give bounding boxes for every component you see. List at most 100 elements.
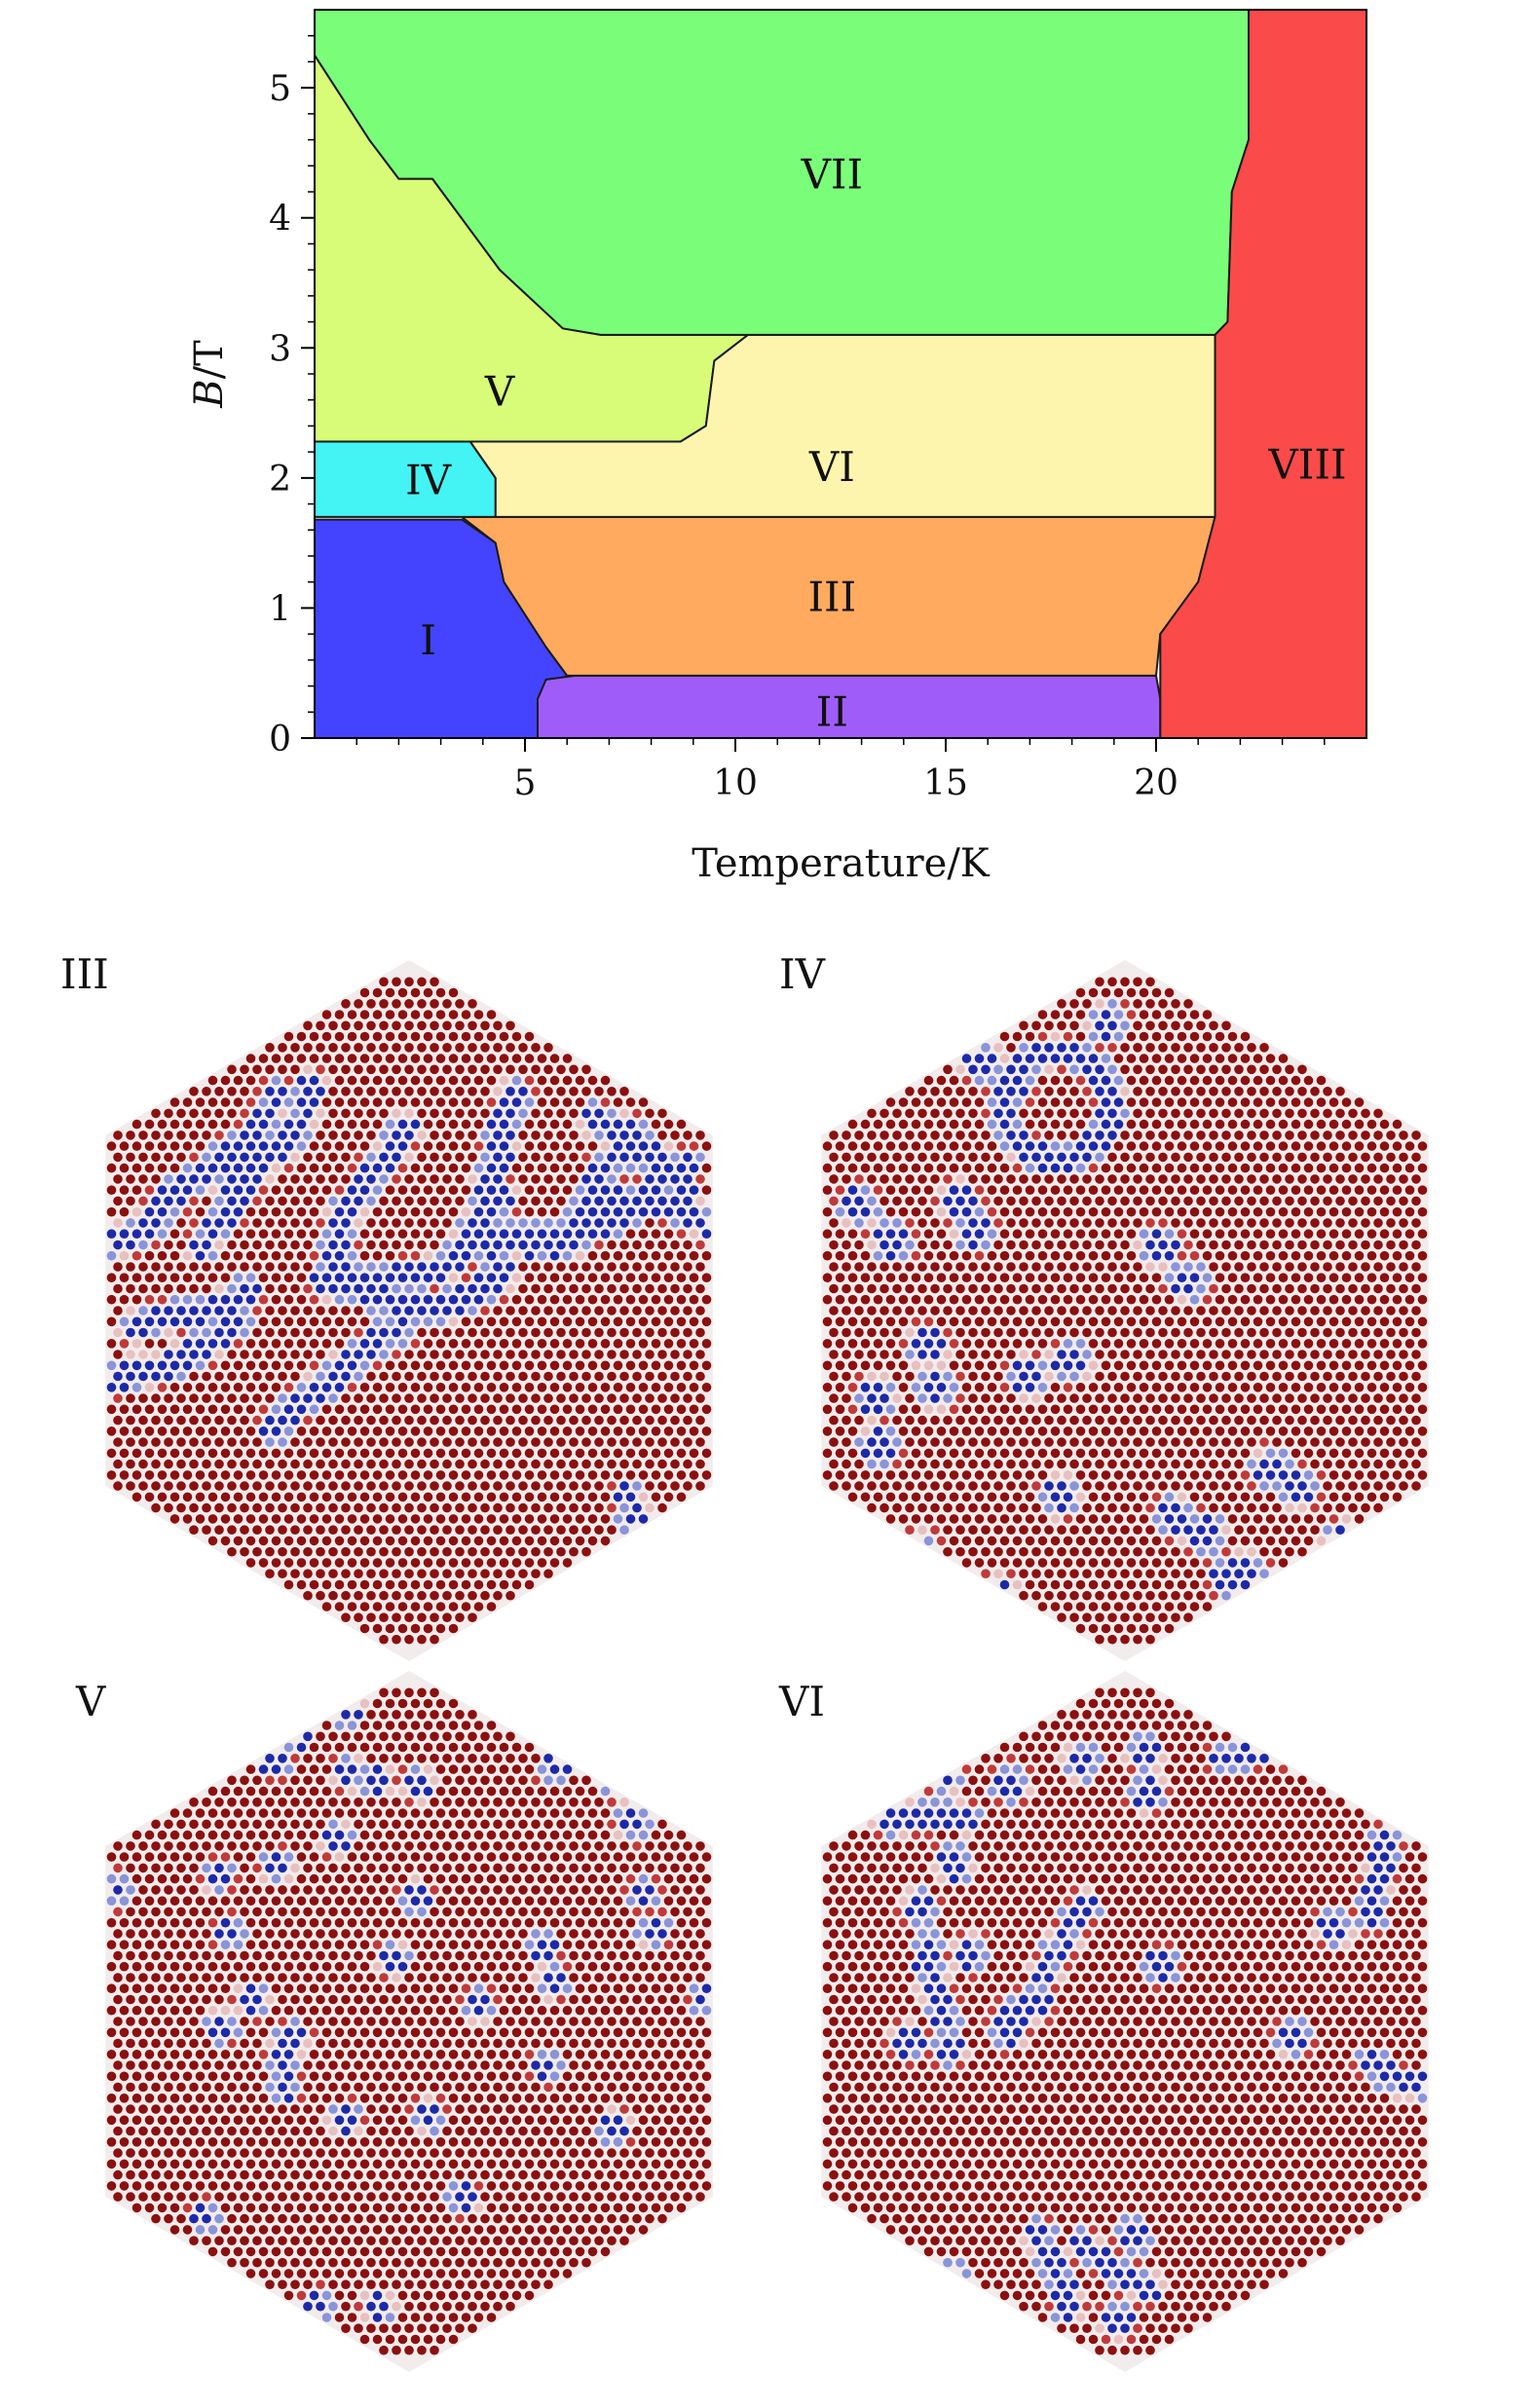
spin-site bbox=[949, 1119, 959, 1130]
spin-site bbox=[233, 1141, 243, 1151]
spin-site bbox=[1303, 1316, 1314, 1327]
spin-site bbox=[189, 1087, 199, 1096]
spin-site bbox=[366, 1819, 376, 1830]
spin-site bbox=[1095, 1152, 1104, 1163]
spin-site bbox=[518, 1525, 528, 1535]
spin-site bbox=[537, 1119, 547, 1130]
spin-site bbox=[581, 1546, 591, 1557]
spin-site bbox=[1126, 1602, 1137, 1612]
spin-site bbox=[663, 1141, 674, 1151]
spin-site bbox=[607, 1306, 617, 1315]
spin-site bbox=[144, 1119, 155, 1130]
spin-site bbox=[955, 1502, 965, 1513]
spin-site bbox=[1285, 1525, 1294, 1535]
spin-site bbox=[290, 1502, 300, 1513]
spin-site bbox=[1361, 1130, 1370, 1140]
spin-site bbox=[511, 1031, 522, 1042]
spin-site bbox=[354, 1393, 363, 1403]
spin-site bbox=[258, 1185, 269, 1195]
spin-site bbox=[663, 1492, 674, 1502]
spin-site bbox=[448, 1602, 459, 1612]
spin-site bbox=[1265, 1294, 1276, 1305]
spin-site bbox=[309, 1492, 319, 1502]
spin-site bbox=[587, 1316, 598, 1327]
spin-site bbox=[379, 1327, 389, 1338]
spin-site bbox=[676, 1470, 687, 1480]
spin-site bbox=[1361, 1152, 1370, 1163]
spin-site bbox=[207, 1273, 218, 1282]
spin-site bbox=[1088, 1075, 1099, 1086]
spin-site bbox=[189, 1350, 199, 1359]
spin-site bbox=[113, 1393, 123, 1403]
spin-site bbox=[1386, 1481, 1396, 1491]
spin-site bbox=[1088, 1250, 1099, 1261]
spin-site bbox=[493, 1481, 503, 1491]
spin-site bbox=[892, 1327, 902, 1338]
spin-site bbox=[885, 1360, 896, 1371]
spin-site bbox=[1031, 1502, 1041, 1513]
spin-site bbox=[1411, 1283, 1421, 1294]
spin-site bbox=[1392, 1294, 1403, 1305]
spin-site bbox=[923, 1404, 934, 1415]
spin-site bbox=[1354, 1404, 1365, 1415]
spin-site bbox=[543, 1108, 553, 1119]
spin-site bbox=[258, 1250, 269, 1261]
spin-site bbox=[1189, 1163, 1200, 1173]
spin-site bbox=[549, 1492, 560, 1502]
spin-site bbox=[366, 1569, 376, 1578]
spin-site bbox=[689, 1383, 699, 1392]
spin-site bbox=[1202, 1163, 1213, 1173]
spin-site bbox=[321, 1360, 332, 1371]
spin-site bbox=[1310, 1087, 1320, 1096]
spin-site bbox=[556, 1841, 566, 1851]
spin-site bbox=[119, 1250, 130, 1261]
spin-site bbox=[1044, 1481, 1054, 1491]
spin-site bbox=[106, 1273, 117, 1282]
spin-site bbox=[676, 1339, 687, 1349]
spin-site bbox=[600, 1339, 611, 1349]
spin-site bbox=[518, 1481, 528, 1491]
y-axis-title: B/T bbox=[187, 340, 232, 409]
spin-site bbox=[822, 1470, 833, 1480]
spin-site bbox=[867, 1283, 877, 1294]
spin-site bbox=[892, 1459, 902, 1469]
spin-site bbox=[303, 1546, 313, 1557]
spin-site bbox=[657, 1459, 667, 1469]
spin-site bbox=[366, 1415, 376, 1426]
spin-site bbox=[341, 1437, 351, 1447]
spin-site bbox=[549, 1250, 560, 1261]
spin-site bbox=[1171, 1174, 1180, 1184]
spin-site bbox=[1348, 1481, 1358, 1491]
spin-site bbox=[1158, 1327, 1168, 1338]
spin-site bbox=[613, 1470, 623, 1480]
spin-site bbox=[1209, 1087, 1218, 1096]
spin-site bbox=[955, 1546, 965, 1557]
spin-site bbox=[842, 1481, 851, 1491]
spin-site bbox=[182, 1097, 193, 1107]
spin-site bbox=[1278, 1250, 1289, 1261]
spin-site bbox=[435, 1470, 446, 1480]
spin-site bbox=[366, 1525, 376, 1535]
spin-site bbox=[1328, 1316, 1339, 1327]
spin-site bbox=[290, 1130, 300, 1140]
spin-site bbox=[385, 1054, 395, 1063]
spin-site bbox=[1354, 1514, 1365, 1524]
spin-site bbox=[701, 1316, 712, 1327]
spin-site bbox=[518, 1775, 528, 1786]
spin-site bbox=[1297, 1327, 1307, 1338]
spin-site bbox=[842, 1350, 851, 1359]
spin-site bbox=[968, 1087, 978, 1096]
spin-site bbox=[119, 1404, 130, 1415]
spin-site bbox=[372, 1010, 383, 1019]
spin-site bbox=[1012, 1163, 1023, 1173]
spin-site bbox=[961, 1075, 972, 1086]
spin-site bbox=[417, 1731, 427, 1742]
spin-site bbox=[397, 1404, 408, 1415]
spin-site bbox=[1297, 1502, 1307, 1513]
spin-site bbox=[448, 1031, 459, 1042]
spin-site bbox=[283, 1339, 294, 1349]
spin-site bbox=[341, 1108, 351, 1119]
spin-site bbox=[169, 1163, 180, 1173]
spin-site bbox=[1145, 1064, 1155, 1075]
spin-site bbox=[695, 1371, 705, 1382]
